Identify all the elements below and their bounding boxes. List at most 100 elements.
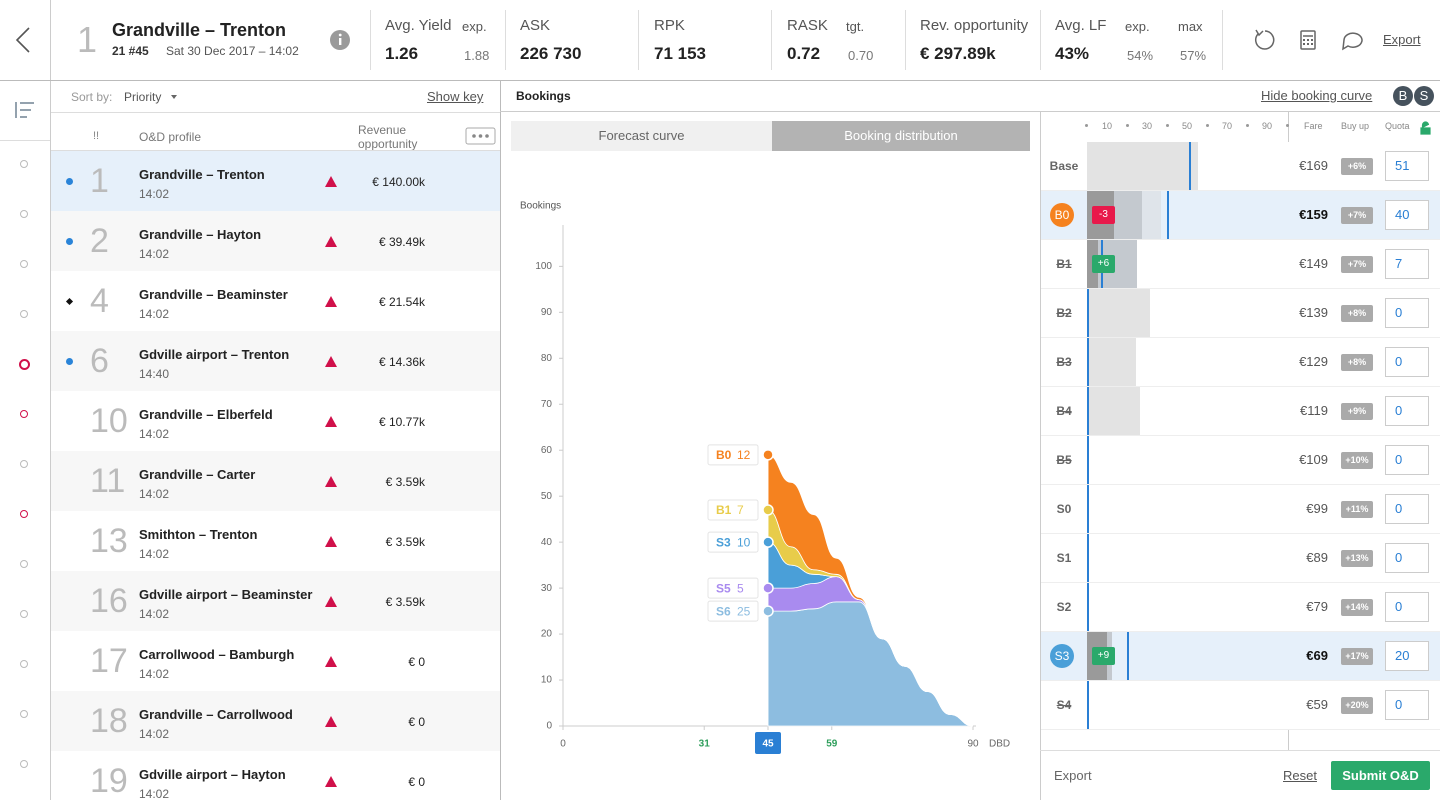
row-time: 14:02 [139, 307, 170, 321]
metric-separator [370, 10, 371, 70]
y-tick-label: 60 [541, 445, 553, 456]
rail-indicator[interactable] [20, 410, 28, 418]
booking-chart: Bookings 0 10 20 30 40 50 60 70 80 90 100 0 31 45 59 90 D… [520, 201, 1010, 754]
sort-value[interactable]: Priority [124, 90, 162, 104]
y-tick-label: 40 [541, 537, 553, 548]
list-row[interactable] [51, 391, 500, 452]
list-row[interactable] [51, 511, 500, 572]
row-revenue: € 3.59k [385, 535, 425, 549]
series-label-box [707, 444, 759, 466]
flight-date: Sat 30 Dec 2017 – 14:02 [166, 44, 299, 58]
warning-icon [325, 476, 337, 487]
quota-input[interactable]: 0 [1385, 543, 1429, 573]
row-rank: 11 [90, 462, 126, 500]
quota-input[interactable]: 0 [1385, 494, 1429, 524]
rail-indicator[interactable] [20, 210, 28, 218]
class-name: B1 [1056, 257, 1072, 271]
row-marker [66, 178, 73, 185]
booking-bar [1087, 142, 1198, 190]
quota-input[interactable]: 0 [1385, 396, 1429, 426]
class-name: B4 [1056, 404, 1072, 418]
rail-indicator[interactable] [20, 710, 28, 718]
quota-line [1087, 583, 1089, 631]
adjust-badge: -3 [1092, 206, 1115, 224]
rail-indicator[interactable] [20, 160, 28, 168]
list-row[interactable] [51, 691, 500, 752]
rail-indicator[interactable] [20, 610, 28, 618]
lock-icon[interactable] [1420, 121, 1431, 135]
y-tick-label: 50 [541, 491, 553, 502]
metric-value: 226 730 [520, 44, 582, 63]
submit-button[interactable]: Submit O&D [1331, 761, 1430, 790]
row-time: 14:02 [139, 487, 170, 501]
calculator-icon[interactable] [1300, 30, 1316, 50]
back-icon[interactable] [15, 27, 30, 53]
quota-input[interactable]: 51 [1385, 151, 1429, 181]
warning-icon [325, 236, 337, 247]
list-row[interactable] [51, 751, 500, 800]
warning-icon [325, 296, 337, 307]
row-time: 14:02 [139, 667, 170, 681]
metric-label: Rev. opportunity [920, 17, 1029, 34]
x-tick-label: 45 [762, 739, 774, 750]
series-value: 12 [737, 448, 751, 462]
rail-indicator[interactable] [20, 460, 28, 468]
buy-up: +8% [1341, 354, 1373, 371]
row-rank: 2 [90, 222, 109, 260]
tab[interactable]: Forecast curve [511, 121, 772, 151]
quota-input[interactable]: 0 [1385, 592, 1429, 622]
class-toggle[interactable]: S [1414, 86, 1434, 106]
rail-indicator[interactable] [19, 359, 30, 370]
quota-input[interactable]: 0 [1385, 445, 1429, 475]
fare: €69 [1306, 648, 1328, 663]
fare: €129 [1299, 354, 1328, 369]
row-revenue: € 140.00k [372, 175, 425, 189]
quota-line [1087, 289, 1089, 337]
series-point [762, 449, 774, 461]
list-row[interactable] [51, 151, 500, 212]
x-tick-label: 31 [699, 739, 711, 750]
rail-indicator[interactable] [20, 760, 28, 768]
series-label-box [707, 577, 759, 599]
list-row[interactable] [51, 451, 500, 512]
class-name: Base [1049, 159, 1079, 173]
export-link[interactable]: Export [1383, 32, 1421, 47]
metric-extra-label: exp. [462, 19, 487, 34]
rail-indicator[interactable] [20, 660, 28, 668]
row-time: 14:02 [139, 427, 170, 441]
booking-bar [1087, 387, 1140, 435]
quota-input[interactable]: 7 [1385, 249, 1429, 279]
class-row [1041, 485, 1440, 534]
warning-icon [325, 776, 337, 787]
quota-input[interactable]: 0 [1385, 690, 1429, 720]
quota-line [1189, 142, 1191, 190]
export-link[interactable]: Export [1054, 768, 1092, 783]
quota-input[interactable]: 40 [1385, 200, 1429, 230]
list-row[interactable] [51, 211, 500, 272]
sort-caret [171, 95, 177, 99]
quota-input[interactable]: 20 [1385, 641, 1429, 671]
sort-icon[interactable] [15, 102, 34, 118]
tab[interactable]: Booking distribution [772, 121, 1030, 151]
metric-separator [905, 10, 906, 70]
quota-line [1087, 681, 1089, 729]
rail-indicator[interactable] [20, 560, 28, 568]
rail-indicator[interactable] [20, 510, 28, 518]
quota-input[interactable]: 0 [1385, 347, 1429, 377]
rail-indicator[interactable] [20, 260, 28, 268]
scale-tick-label: 70 [1221, 121, 1232, 131]
list-row[interactable] [51, 631, 500, 692]
show-key-link[interactable]: Show key [427, 89, 484, 104]
row-name: Grandville – Hayton [139, 227, 262, 242]
class-toggle[interactable]: B [1393, 86, 1413, 106]
list-row[interactable] [51, 331, 500, 392]
series-value: 5 [737, 581, 744, 595]
hide-curve-link[interactable]: Hide booking curve [1261, 88, 1373, 103]
list-row[interactable] [51, 271, 500, 332]
adjust-badge: +9 [1092, 647, 1115, 665]
comment-icon[interactable] [1342, 32, 1363, 51]
reset-link[interactable]: Reset [1283, 768, 1317, 783]
rail-indicator[interactable] [20, 310, 28, 318]
refresh-icon[interactable] [1254, 30, 1275, 50]
quota-input[interactable]: 0 [1385, 298, 1429, 328]
